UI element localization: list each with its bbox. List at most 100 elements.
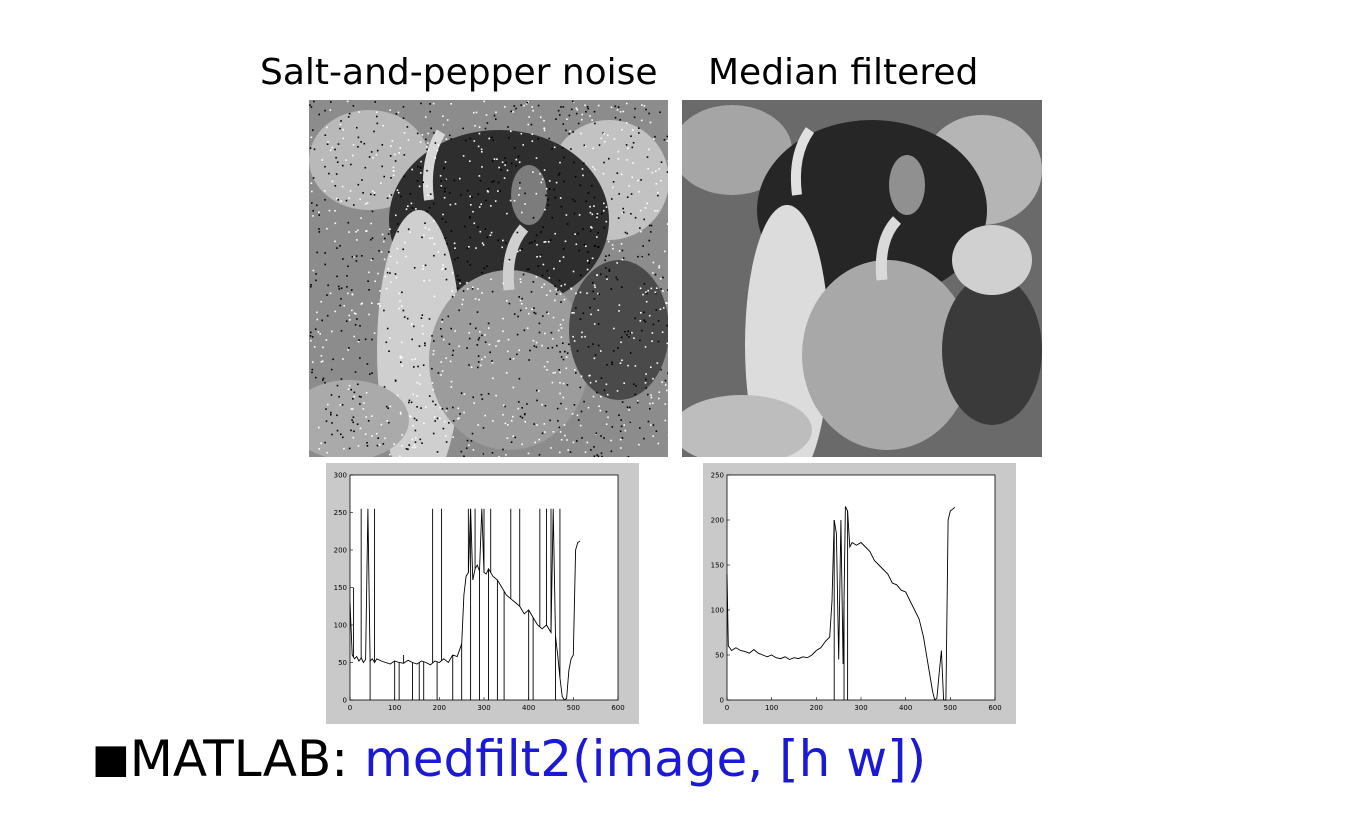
noise-dot — [369, 373, 371, 375]
noise-dot — [542, 179, 544, 181]
noise-dot — [384, 386, 386, 388]
noise-dot — [645, 109, 647, 111]
noise-dot — [313, 270, 315, 272]
noise-dot — [507, 170, 509, 172]
noise-dot — [446, 243, 448, 245]
y-tick-label: 250 — [334, 509, 347, 517]
noise-dot — [440, 407, 442, 409]
noise-dot — [659, 391, 661, 393]
noise-dot — [665, 380, 667, 382]
noise-dot — [628, 456, 630, 457]
noise-dot — [434, 296, 436, 298]
noise-dot — [546, 369, 548, 371]
noise-dot — [450, 204, 452, 206]
noise-dot — [348, 388, 350, 390]
noise-dot — [411, 203, 413, 205]
noise-dot — [353, 105, 355, 107]
noise-dot — [589, 307, 591, 309]
noise-dot — [571, 288, 573, 290]
noise-dot — [629, 407, 631, 409]
noise-dot — [323, 378, 325, 380]
noise-dot — [621, 129, 623, 131]
noise-dot — [615, 277, 617, 279]
noise-dot — [594, 285, 596, 287]
noise-dot — [400, 196, 402, 198]
noise-dot — [521, 212, 523, 214]
noise-dot — [650, 394, 652, 396]
noise-dot — [598, 323, 600, 325]
noise-dot — [358, 339, 360, 341]
noise-dot — [606, 423, 608, 425]
noise-dot — [516, 159, 518, 161]
noise-dot — [543, 120, 545, 122]
noise-dot — [575, 293, 577, 295]
noise-dot — [605, 255, 607, 257]
noise-dot — [606, 411, 608, 413]
noise-dot — [312, 129, 314, 131]
noise-dot — [400, 412, 402, 414]
noise-dot — [520, 300, 522, 302]
noise-dot — [457, 275, 459, 277]
noise-dot — [587, 251, 589, 253]
noise-dot — [574, 404, 576, 406]
noise-dot — [634, 108, 636, 110]
noise-dot — [536, 193, 538, 195]
noise-dot — [492, 452, 494, 454]
noise-dot — [626, 144, 628, 146]
noise-dot — [330, 293, 332, 295]
noise-dot — [412, 425, 414, 427]
noise-dot — [377, 437, 379, 439]
noise-dot — [573, 312, 575, 314]
noise-dot — [592, 214, 594, 216]
noise-dot — [402, 249, 404, 251]
noise-dot — [592, 148, 594, 150]
noise-dot — [618, 151, 620, 153]
noise-dot — [615, 106, 617, 108]
noise-dot — [469, 237, 471, 239]
noise-dot — [342, 437, 344, 439]
noise-dot — [401, 292, 403, 294]
noise-dot — [346, 320, 348, 322]
noise-dot — [356, 318, 358, 320]
noise-dot — [660, 180, 662, 182]
noise-dot — [503, 283, 505, 285]
noise-dot — [563, 248, 565, 250]
noise-dot — [355, 324, 357, 326]
noise-dot — [411, 323, 413, 325]
noise-dot — [573, 162, 575, 164]
noise-dot — [653, 262, 655, 264]
noise-dot — [560, 293, 562, 295]
noise-dot — [662, 277, 664, 279]
noise-dot — [390, 155, 392, 157]
noise-dot — [589, 115, 591, 117]
noise-dot — [458, 346, 460, 348]
noise-dot — [512, 416, 514, 418]
noise-dot — [421, 442, 423, 444]
noise-dot — [610, 440, 612, 442]
noise-dot — [581, 411, 583, 413]
noise-dot — [524, 414, 526, 416]
noise-dot — [494, 158, 496, 160]
noise-dot — [564, 299, 566, 301]
noise-dot — [653, 138, 655, 140]
noise-dot — [354, 396, 356, 398]
noise-dot — [400, 356, 402, 358]
noise-dot — [623, 111, 625, 113]
noise-dot — [604, 390, 606, 392]
noise-dot — [658, 168, 660, 170]
noise-dot — [594, 358, 596, 360]
noise-dot — [511, 441, 513, 443]
noise-dot — [377, 273, 379, 275]
noise-dot — [616, 262, 618, 264]
noise-dot — [638, 191, 640, 193]
noise-dot — [531, 291, 533, 293]
noise-dot — [487, 122, 489, 124]
noise-dot — [563, 106, 565, 108]
noise-dot — [504, 177, 506, 179]
noise-dot — [425, 139, 427, 141]
noise-dot — [364, 143, 366, 145]
noise-dot — [390, 406, 392, 408]
noise-dot — [585, 201, 587, 203]
noise-dot — [330, 414, 332, 416]
noise-dot — [621, 174, 623, 176]
